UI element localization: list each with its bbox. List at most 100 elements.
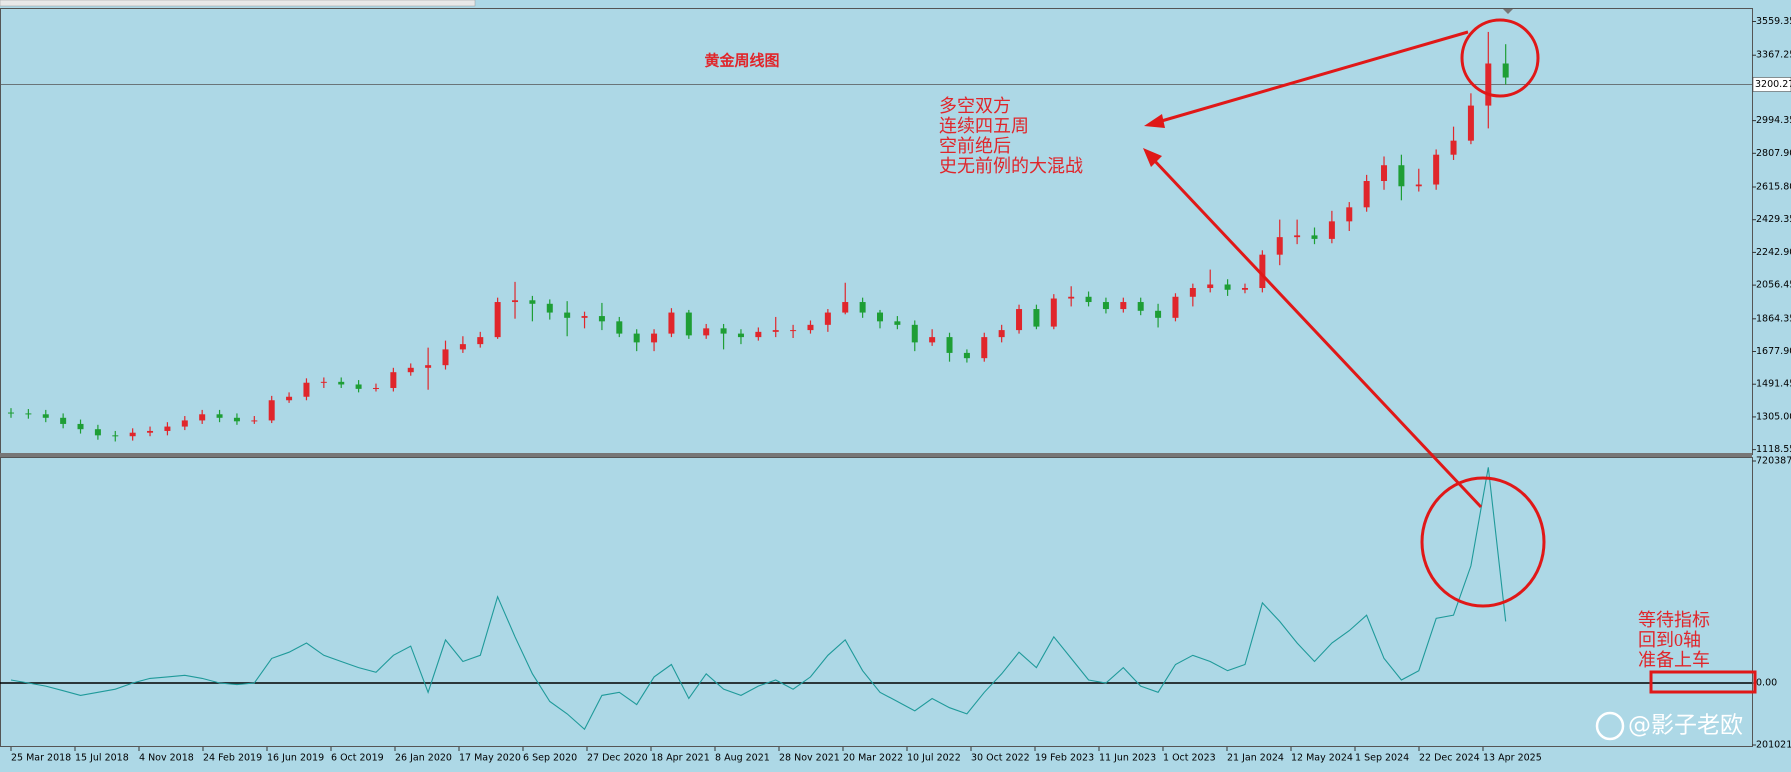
x-tick-label: 21 Jan 2024 [1227,753,1284,764]
x-tick-label: 4 Nov 2018 [139,753,194,764]
candle-body [268,400,275,421]
x-tick-label: 6 Sep 2020 [523,753,577,764]
candle-body [1207,284,1214,289]
y-tick-label: 2010215 [1756,740,1791,751]
y-tick-label: 2994.35 [1756,115,1791,126]
candle-body [164,426,171,431]
x-tick-label: 27 Dec 2020 [587,753,648,764]
candle-body [529,300,536,304]
candle-body [737,333,744,338]
panel-separator [0,453,1752,457]
x-tick-label: 16 Jun 2019 [267,753,324,764]
annotation: 等待指标 [1638,610,1710,630]
candle-body [877,312,883,322]
x-tick-label: 17 May 2020 [459,753,521,764]
candle-body [1068,296,1075,299]
y-tick-label: 2429.35 [1756,214,1791,225]
arrowhead [1144,114,1165,128]
candle-body [1276,237,1283,255]
candle-body [1224,284,1231,290]
candle-body [129,432,136,437]
candle-body [981,337,988,359]
candle-body [1433,154,1440,185]
x-tick-label: 15 Jul 2018 [75,753,129,764]
circle-highlight [1460,18,1540,98]
x-tick-label: 1 Sep 2024 [1355,753,1409,764]
x-tick-label: 30 Oct 2022 [971,753,1030,764]
candle-body [1155,310,1162,318]
arrow [1150,156,1483,509]
x-tick-label: 6 Oct 2019 [331,753,384,764]
x-tick-label: 12 May 2024 [1291,753,1353,764]
candle-body [581,316,588,318]
candle-body [303,382,310,397]
candle-body [42,414,49,418]
x-tick-label: 24 Feb 2019 [203,753,262,764]
candle-body [1189,288,1196,297]
candle-body [633,333,640,343]
annotation: 多空双方 [939,96,1011,116]
candle-body [8,412,14,414]
candle-body [720,328,727,334]
y-tick-label: 1305.00 [1756,411,1791,422]
candle-body [668,312,675,334]
candle-body [1085,296,1092,303]
candle-body [755,331,762,338]
x-tick-label: 26 Jan 2020 [395,753,452,764]
candle-body [1259,254,1266,289]
circle-highlight [1420,476,1546,608]
candle-body [1241,288,1248,290]
candle-body [1363,181,1370,208]
candle-body [407,367,414,373]
x-tick-label: 13 Apr 2025 [1483,753,1542,764]
y-tick-label: 1118.55 [1756,444,1791,455]
candle-body [963,352,970,359]
candle-body [372,387,379,389]
candle-body [894,321,901,325]
candle-body [442,349,449,366]
candle-body [807,324,814,331]
candle-body [911,324,918,343]
candle-body [1328,221,1335,239]
y-tick-label: 2807.90 [1756,148,1791,159]
tab-strip [0,0,476,7]
y-tick-label: 2056.45 [1756,280,1791,291]
box-highlight [1649,670,1757,694]
candle-body [1016,309,1023,331]
candle-body [251,420,258,422]
candle-body [477,337,484,345]
watermark-text: @影子老欧 [1628,713,1743,739]
price-label-box [1752,77,1791,92]
chart-title: 黄金周线图 [704,52,779,70]
candle-body [77,423,84,430]
y-tick-label: 1864.35 [1756,313,1791,324]
x-tick-label: 20 Mar 2022 [843,753,903,764]
candle-body [60,417,67,424]
candle-body [546,303,553,313]
indicator-panel [0,457,1753,747]
candle-body [181,420,188,427]
candle-body [1502,63,1509,78]
candle-body [998,330,1005,338]
candle-body [859,302,866,313]
candle-body [338,381,345,385]
x-tick-label: 19 Feb 2023 [1035,753,1094,764]
candle-body [1120,302,1127,310]
annotation-shapes [1143,18,1757,694]
y-tick-label: 2242.90 [1756,247,1791,258]
candle-body [425,365,432,368]
candle-body [1172,296,1179,318]
x-tick-label: 25 Mar 2018 [11,753,71,764]
y-tick-label: 3367.25 [1756,50,1791,61]
x-tick-label: 28 Nov 2021 [779,753,840,764]
candle-body [199,414,206,421]
candle-body [824,312,831,325]
indicator-line [10,467,1507,731]
candle-body [703,328,710,336]
candle-body [842,302,849,313]
y-tick-label: 3559.35 [1756,16,1791,27]
candle-body [25,413,32,415]
shift-marker [1503,9,1513,14]
